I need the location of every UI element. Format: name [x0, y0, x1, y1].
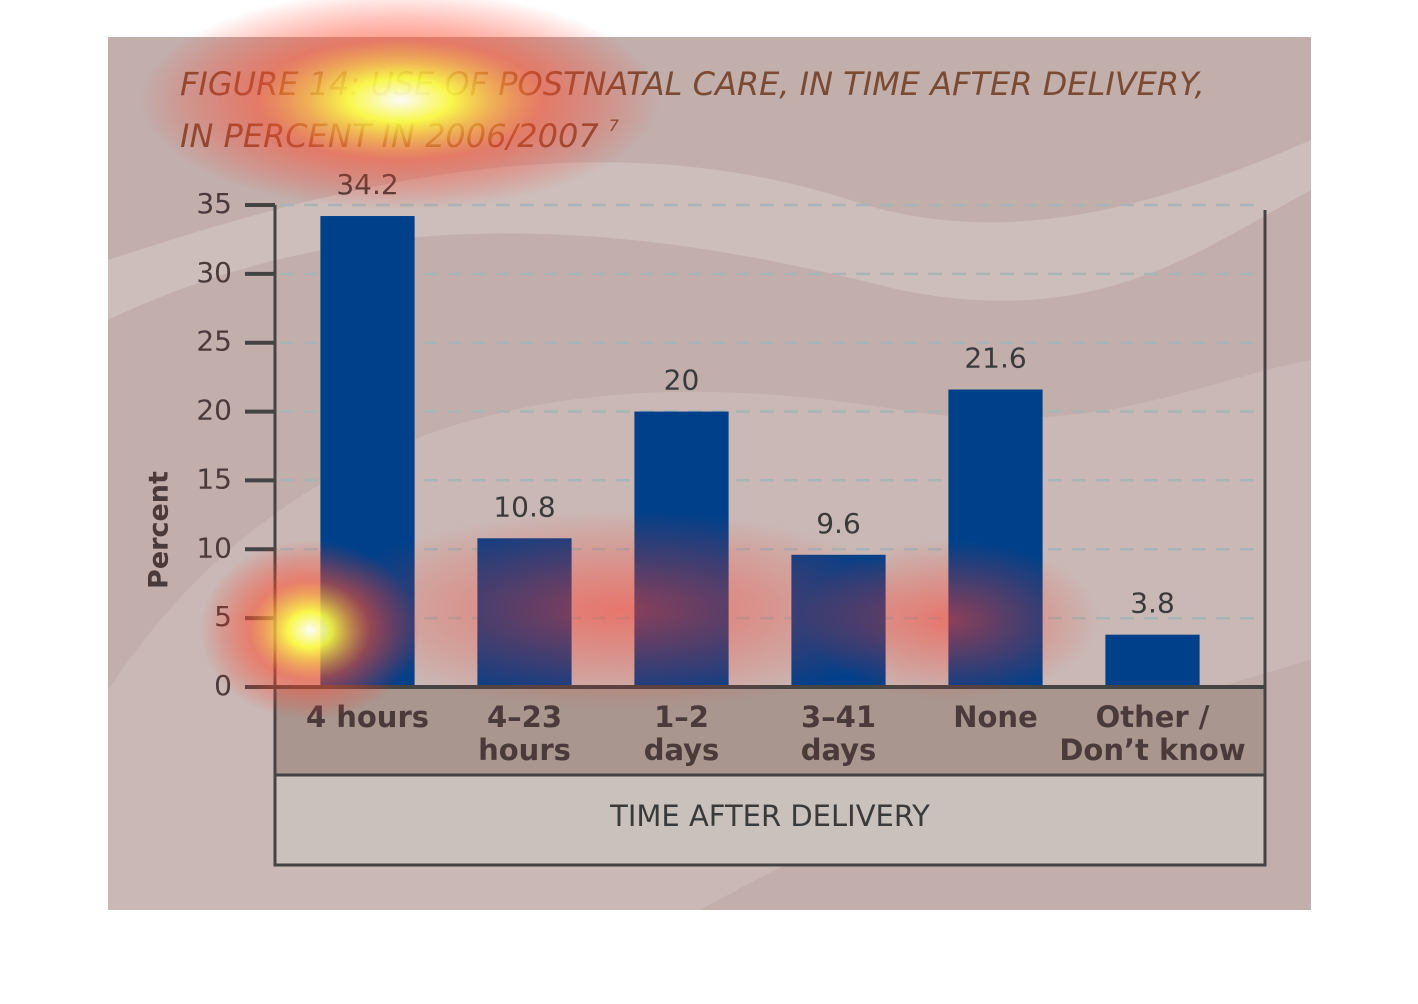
- y-tick-label: 30: [196, 256, 232, 289]
- footnote-marker: 7: [609, 116, 620, 135]
- y-tick-label: 35: [196, 187, 232, 220]
- y-tick-label: 15: [196, 462, 232, 495]
- x-tick-label: None: [953, 700, 1038, 734]
- y-tick-label: 5: [214, 600, 232, 633]
- x-tick-label: days: [801, 733, 877, 767]
- bar: [477, 538, 572, 687]
- bar: [1105, 634, 1200, 687]
- y-tick-label: 25: [196, 325, 232, 358]
- bar: [948, 389, 1043, 687]
- x-label-box: [273, 773, 1267, 867]
- chart-title-line: IN PERCENT IN 2006/2007: [180, 117, 599, 155]
- x-tick-label: 4–23: [487, 700, 562, 734]
- x-axis-label: TIME AFTER DELIVERY: [609, 799, 930, 833]
- chart-title: IN PERCENT IN 2006/2007 7: [180, 116, 620, 156]
- y-axis-label: Percent: [144, 471, 175, 589]
- bar: [634, 411, 729, 687]
- x-tick-label: 4 hours: [306, 700, 429, 734]
- x-tick-label: 3–41: [801, 700, 876, 734]
- value-label: 10.8: [493, 490, 555, 523]
- value-label: 3.8: [1130, 587, 1175, 620]
- x-tick-label: Don’t know: [1059, 733, 1245, 767]
- value-label: 20: [664, 364, 700, 397]
- value-label: 34.2: [336, 168, 398, 201]
- bar: [791, 554, 886, 687]
- value-label: 21.6: [964, 342, 1026, 375]
- y-tick-label: 0: [214, 669, 232, 702]
- value-label: 9.6: [816, 507, 861, 540]
- y-tick-label: 20: [196, 394, 232, 427]
- y-tick-label: 10: [196, 531, 232, 564]
- x-tick-label: hours: [478, 733, 571, 767]
- chart-title: FIGURE 14: USE OF POSTNATAL CARE, IN TIM…: [180, 65, 1205, 103]
- x-tick-label: 1–2: [654, 700, 709, 734]
- bar: [320, 216, 415, 687]
- x-tick-label: days: [644, 733, 720, 767]
- x-tick-label: Other /: [1096, 700, 1210, 734]
